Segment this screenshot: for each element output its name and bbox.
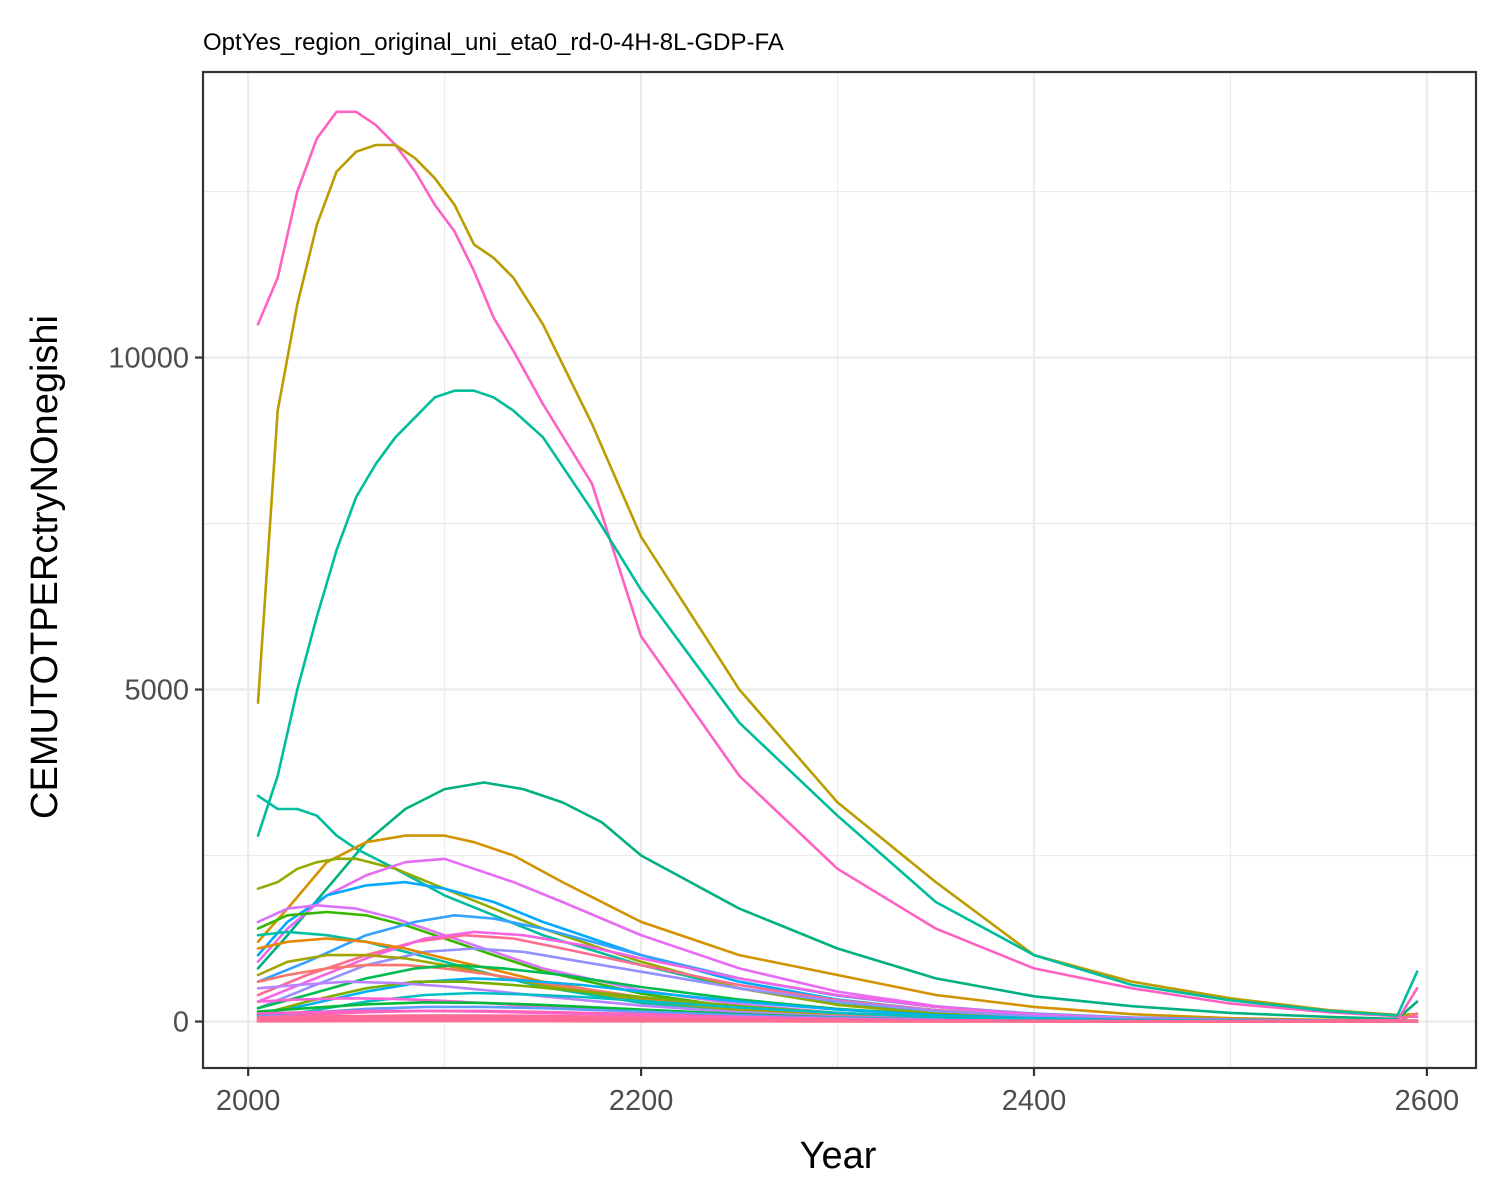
x-axis-title: Year: [800, 1135, 877, 1177]
series-line-series-6: [256, 834, 1419, 1022]
series-line-series-3: [256, 389, 1419, 1017]
series-line-series-4: [256, 781, 1419, 1021]
series-group: [256, 110, 1419, 1023]
x-tick-label: 2200: [609, 1085, 674, 1117]
x-axis: 2000 2200 2400 2600: [216, 1068, 1459, 1117]
series-line-series-35: [256, 1012, 1419, 1023]
y-tick-label: 10000: [108, 343, 189, 375]
y-axis: 0 5000 10000: [108, 343, 203, 1039]
y-tick-label: 5000: [124, 675, 189, 707]
panel-border: [201, 70, 1478, 1070]
series-line-series-1: [256, 110, 1419, 1019]
panel-background: [203, 72, 1476, 1068]
y-tick-label: 0: [173, 1007, 189, 1039]
chart-title: OptYes_region_original_uni_eta0_rd-0-4H-…: [203, 29, 784, 56]
x-tick-label: 2400: [1002, 1085, 1067, 1117]
plot-area: [201, 70, 1478, 1070]
x-tick-label: 2000: [216, 1085, 281, 1117]
x-tick-label: 2600: [1395, 1085, 1460, 1117]
series-line-series-2: [256, 143, 1419, 1017]
y-axis-title: CEMUTOTPERctryNOnegishi: [24, 315, 66, 819]
